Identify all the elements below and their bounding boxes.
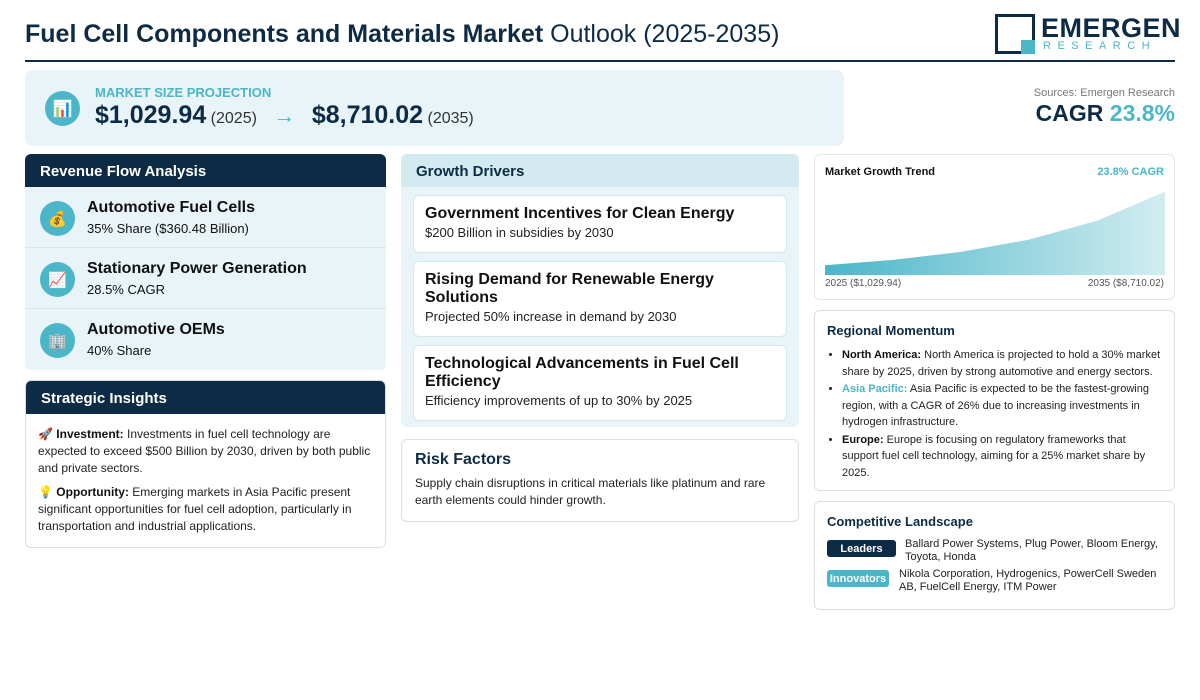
title-light: Outlook (2025-2035): [550, 20, 780, 48]
page-title: Fuel Cell Components and Materials Marke…: [25, 20, 779, 49]
cagr-value: 23.8%: [1109, 100, 1175, 126]
trend-area-series: [825, 191, 1165, 275]
leaders-badge: Leaders: [827, 540, 896, 557]
regional-momentum-panel: Regional Momentum North America: North A…: [814, 310, 1175, 491]
competitive-landscape-title: Competitive Landscape: [827, 514, 973, 529]
growth-driver-title: Technological Advancements in Fuel Cell …: [425, 355, 739, 390]
market-growth-trend-chart: Market Growth Trend 23.8% CAGR 2025 ($1,…: [814, 154, 1175, 300]
leaders-row: Leaders Ballard Power Systems, Plug Powe…: [827, 538, 1162, 568]
growth-drivers-title: Growth Drivers: [401, 154, 799, 187]
region-item: North America: North America is projecte…: [842, 347, 1162, 380]
growth-driver-card: Rising Demand for Renewable Energy Solut…: [413, 261, 787, 337]
revenue-item-title: Automotive OEMs: [87, 321, 225, 338]
growth-drivers-panel: Growth Drivers Government Incentives for…: [401, 154, 799, 427]
region-text: Europe is focusing on regulatory framewo…: [842, 433, 1146, 479]
start-value: $1,029.94: [95, 101, 207, 129]
revenue-item-sub: 40% Share: [87, 343, 152, 358]
revenue-item-title: Stationary Power Generation: [87, 260, 307, 277]
region-name: Asia Pacific:: [842, 383, 908, 395]
revenue-flow-panel: Revenue Flow Analysis 💰 Automotive Fuel …: [25, 154, 386, 370]
revenue-item-title: Automotive Fuel Cells: [87, 199, 256, 216]
region-text: North America is projected to hold a 30%…: [842, 349, 1161, 378]
building-icon: 🏢: [40, 323, 75, 358]
region-name: North America:: [842, 349, 922, 361]
risk-factors-panel: Risk Factors Supply chain disruptions in…: [401, 439, 799, 522]
market-size-projection: 📊 MARKET SIZE PROJECTION $1,029.94 (2025…: [25, 70, 844, 146]
risk-factors-title: Risk Factors: [415, 451, 512, 468]
lightbulb-icon: 💡: [38, 485, 53, 499]
strategic-insights-panel: Strategic Insights 🚀 Investment: Investm…: [25, 380, 386, 548]
projection-values: $1,029.94 (2025) → $8,710.02 (2035): [95, 101, 474, 130]
revenue-item-sub: 35% Share ($360.48 Billion): [87, 221, 249, 236]
leaders-names: Ballard Power Systems, Plug Power, Bloom…: [905, 538, 1158, 563]
growth-driver-title: Rising Demand for Renewable Energy Solut…: [425, 271, 714, 306]
innovators-names: Nikola Corporation, Hydrogenics, PowerCe…: [899, 568, 1157, 593]
end-value: $8,710.02: [311, 101, 424, 129]
revenue-flow-title: Revenue Flow Analysis: [25, 154, 386, 187]
growth-driver-desc: $200 Billion in subsidies by 2030: [425, 225, 614, 240]
bar-chart-icon: 📊: [45, 91, 80, 126]
trend-area-svg: [825, 191, 1165, 275]
region-text: Asia Pacific is expected to be the faste…: [842, 383, 1149, 428]
regional-momentum-title: Regional Momentum: [827, 323, 955, 338]
growth-driver-desc: Projected 50% increase in demand by 2030: [425, 309, 677, 324]
opportunity-insight: 💡 Opportunity: Emerging markets in Asia …: [38, 484, 373, 535]
revenue-item: 🏢 Automotive OEMs 40% Share: [25, 309, 386, 370]
sources-text: Sources: Emergen Research: [1033, 87, 1175, 99]
revenue-item: 📈 Stationary Power Generation 28.5% CAGR: [25, 248, 386, 309]
growth-driver-desc: Efficiency improvements of up to 30% by …: [425, 393, 693, 408]
chart-cagr-annotation: 23.8% CAGR: [1097, 166, 1164, 178]
arrow-right-icon: →: [273, 103, 296, 128]
money-bag-icon: 💰: [40, 201, 75, 236]
region-item: Europe: Europe is focusing on regulatory…: [842, 432, 1162, 482]
innovators-badge: Innovators: [827, 570, 889, 587]
growth-driver-title: Government Incentives for Clean Energy: [425, 205, 735, 222]
emergen-logo: EMERGEN RESEARCH: [995, 13, 1181, 56]
revenue-item-sub: 28.5% CAGR: [87, 282, 166, 297]
end-year: (2035): [427, 110, 474, 127]
cagr-display: CAGR 23.8%: [1036, 100, 1175, 127]
chart-x-start-label: 2025 ($1,029.94): [825, 278, 902, 289]
logo-mark-icon: [995, 14, 1035, 54]
opportunity-label: Opportunity:: [56, 485, 129, 499]
title-bold: Fuel Cell Components and Materials Marke…: [25, 20, 544, 48]
competitive-landscape-panel: Competitive Landscape Leaders Ballard Po…: [814, 501, 1175, 610]
region-name: Europe:: [842, 433, 884, 446]
logo-sub-text: RESEARCH: [1043, 40, 1157, 52]
cagr-label: CAGR: [1035, 100, 1104, 126]
risk-factors-desc: Supply chain disruptions in critical mat…: [415, 476, 766, 507]
strategic-insights-title: Strategic Insights: [26, 381, 385, 414]
investment-text: Investments in fuel cell technology are …: [38, 427, 371, 475]
growth-chart-icon: 📈: [40, 262, 75, 297]
rocket-icon: 🚀: [38, 427, 53, 441]
start-year: (2025): [210, 110, 257, 127]
opportunity-text: Emerging markets in Asia Pacific present…: [38, 485, 352, 533]
growth-driver-card: Government Incentives for Clean Energy $…: [413, 195, 787, 253]
innovators-row: Innovators Nikola Corporation, Hydrogeni…: [827, 568, 1162, 598]
chart-x-end-label: 2035 ($8,710.02): [1087, 278, 1164, 289]
regional-list: North America: North America is projecte…: [827, 347, 1162, 481]
region-item: Asia Pacific: Asia Pacific is expected t…: [842, 381, 1162, 431]
growth-driver-card: Technological Advancements in Fuel Cell …: [413, 345, 787, 421]
logo-main-text: EMERGEN: [1041, 13, 1182, 43]
projection-label: MARKET SIZE PROJECTION: [95, 85, 272, 100]
investment-label: Investment:: [56, 427, 124, 441]
strategic-insights-body: 🚀 Investment: Investments in fuel cell t…: [26, 414, 385, 547]
page-header: Fuel Cell Components and Materials Marke…: [25, 12, 1181, 62]
investment-insight: 🚀 Investment: Investments in fuel cell t…: [38, 426, 373, 477]
revenue-item: 💰 Automotive Fuel Cells 35% Share ($360.…: [25, 187, 386, 248]
chart-title: Market Growth Trend: [825, 166, 936, 178]
